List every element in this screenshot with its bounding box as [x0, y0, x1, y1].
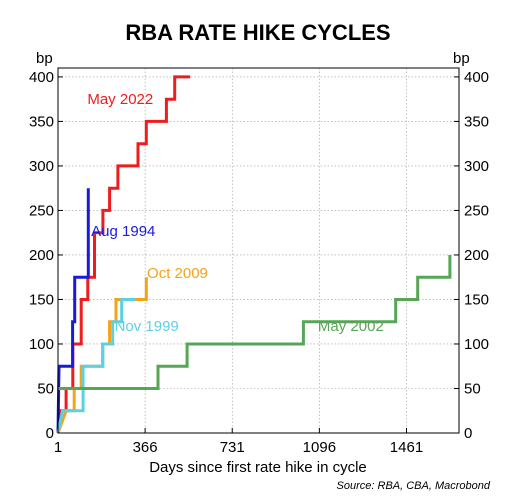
y-tick-label-left: 200 [29, 247, 54, 264]
y-tick-label-right: 50 [464, 380, 481, 397]
series-lines [56, 75, 452, 434]
x-axis-label: Days since first rate hike in cycle [149, 459, 367, 476]
x-tick-label: 1461 [390, 439, 423, 456]
y-tick-label-right: 100 [464, 336, 489, 353]
y-tick-label-right: 350 [464, 113, 489, 130]
series-labels: May 2022 Aug 1994 Oct 2009 Nov 1999 May 2002 [87, 91, 383, 335]
series-line-nov-1999 [56, 298, 136, 434]
series-label-oct-2009: Oct 2009 [147, 265, 208, 282]
y-tick-label-left: 300 [29, 158, 54, 175]
y-tick-label-right: 200 [464, 247, 489, 264]
series-line-may-2022 [56, 75, 191, 434]
y-tick-label-right: 150 [464, 291, 489, 308]
x-tick-label: 1 [54, 439, 62, 456]
series-label-nov-1999: Nov 1999 [115, 318, 179, 335]
y-tick-label-left: 100 [29, 336, 54, 353]
x-tick-label: 1096 [303, 439, 336, 456]
y-tick-label-right: 300 [464, 158, 489, 175]
right-axis-unit: bp [453, 50, 470, 67]
series-label-may-2002: May 2002 [318, 318, 384, 335]
y-tick-label-left: 350 [29, 113, 54, 130]
y-tick-label-left: 50 [37, 380, 54, 397]
chart-title: RBA RATE HIKE CYCLES [125, 20, 390, 45]
gridlines [58, 68, 459, 433]
y-tick-label-right: 400 [464, 69, 489, 86]
y-tick-label-right: 250 [464, 202, 489, 219]
series-line-aug-1994 [56, 188, 90, 434]
y-tick-label-left: 250 [29, 202, 54, 219]
y-tick-label-right: 0 [464, 425, 472, 442]
x-tick-label: 366 [133, 439, 158, 456]
plot-frame [57, 67, 460, 434]
x-tick-label: 731 [220, 439, 245, 456]
left-axis-unit: bp [36, 50, 53, 67]
series-label-aug-1994: Aug 1994 [91, 223, 155, 240]
axis-ticks: 0 0 50 50 100 100 150 150 200 200 250 250 300 300 350 3… [29, 69, 489, 456]
y-tick-label-left: 400 [29, 69, 54, 86]
series-label-may-2022: May 2022 [87, 91, 153, 108]
y-tick-label-left: 0 [46, 425, 54, 442]
y-tick-label-left: 150 [29, 291, 54, 308]
series-line-may-2002 [58, 255, 452, 390]
source-note: Source: RBA, CBA, Macrobond [337, 480, 491, 492]
